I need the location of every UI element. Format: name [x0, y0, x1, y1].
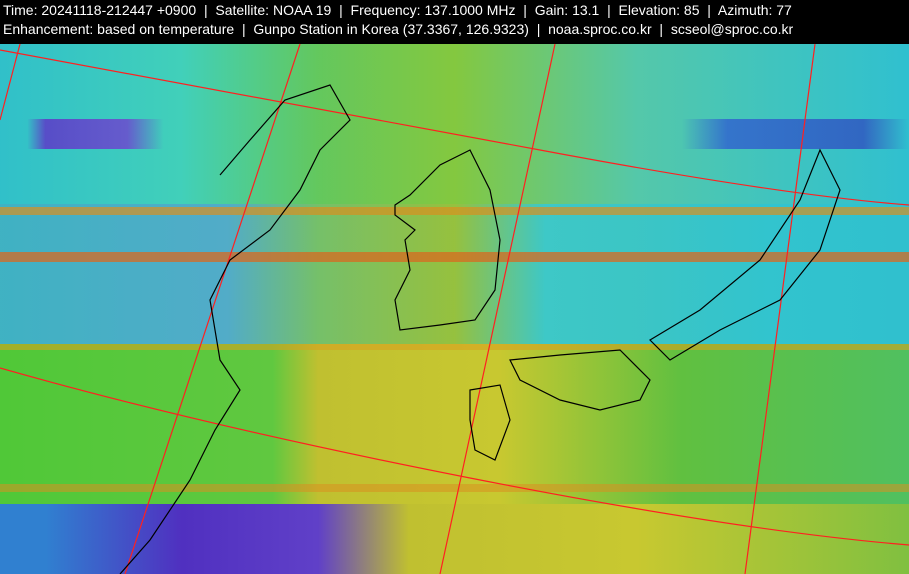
cloud-band-south [0, 504, 909, 574]
satellite-text: Satellite: NOAA 19 [215, 2, 332, 18]
separator: | [523, 2, 527, 18]
japan-coastline [509, 148, 841, 411]
header-line-1: Time: 20241118-212447 +0900 | Satellite:… [3, 0, 792, 20]
separator: | [339, 2, 343, 18]
latitude-line [0, 367, 909, 546]
coastlines [119, 84, 841, 574]
longitude-line [0, 43, 21, 121]
enhancement-text: Enhancement: based on temperature [3, 21, 235, 37]
longitude-line [124, 43, 301, 574]
info-header: Time: 20241118-212447 +0900 | Satellite:… [0, 0, 909, 44]
separator: | [607, 2, 611, 18]
noise-band [0, 484, 909, 492]
longitude-line [744, 43, 816, 574]
website-text: noaa.sproc.co.kr [548, 21, 652, 37]
station-text: Gunpo Station in Korea (37.3367, 126.932… [253, 21, 529, 37]
longitude-line [439, 43, 556, 574]
satellite-image [0, 44, 909, 574]
email-text: scseol@sproc.co.kr [670, 21, 794, 37]
graticule [0, 43, 909, 574]
china-coastline [119, 84, 351, 574]
latitude-line [0, 49, 909, 206]
noise-band [0, 252, 909, 262]
korea-coastline [394, 149, 501, 331]
cloud-band-middle [0, 204, 909, 344]
separator: | [707, 2, 711, 18]
separator: | [536, 21, 541, 37]
separator: | [659, 21, 664, 37]
separator: | [241, 21, 246, 37]
noise-band [0, 207, 909, 215]
noise-band [0, 344, 909, 350]
elevation-text: Elevation: 85 [618, 2, 700, 18]
kyushu-coastline [469, 384, 511, 461]
header-line-2: Enhancement: based on temperature | Gunp… [3, 19, 793, 39]
frequency-text: Frequency: 137.1000 MHz [350, 2, 516, 18]
separator: | [203, 2, 208, 18]
azimuth-text: Azimuth: 77 [717, 2, 792, 18]
gain-text: Gain: 13.1 [534, 2, 600, 18]
time-text: Time: 20241118-212447 +0900 [3, 2, 197, 18]
